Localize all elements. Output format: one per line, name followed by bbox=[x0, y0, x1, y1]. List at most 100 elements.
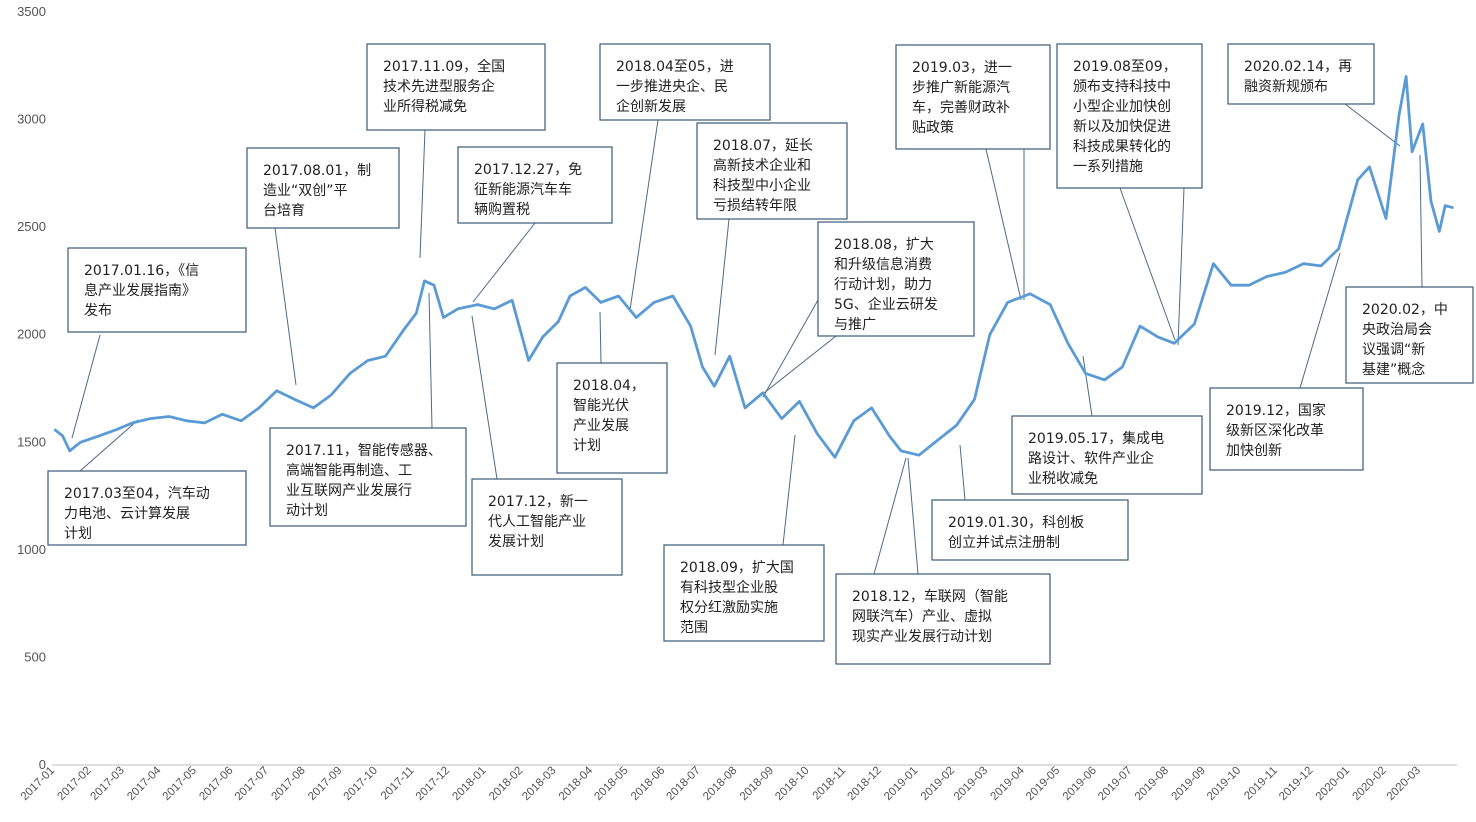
annotation-box bbox=[1209, 387, 1364, 471]
annotation-text: 议强调“新 bbox=[1362, 342, 1425, 358]
annotation-box bbox=[663, 544, 825, 642]
annotation-text: 2017.12.27，免 bbox=[474, 162, 582, 178]
annotation-text: 路设计、软件产业企 bbox=[1028, 450, 1154, 467]
annotation-text: 计划 bbox=[64, 526, 92, 542]
y-tick-label: 2000 bbox=[17, 327, 46, 342]
annotation-text: 网联汽车）产业、虚拟 bbox=[852, 608, 992, 625]
x-tick-label: 2018-03 bbox=[520, 765, 558, 803]
annotation-box bbox=[1056, 43, 1203, 189]
annotation-text: 台培育 bbox=[263, 203, 305, 219]
annotation-text: 范围 bbox=[680, 619, 708, 636]
annotation-text: 2017.11.09，全国 bbox=[383, 58, 505, 75]
annotation-leader-line bbox=[419, 129, 426, 259]
x-tick-label: 2017-07 bbox=[233, 765, 271, 803]
y-tick-label: 3500 bbox=[17, 4, 46, 19]
annotation-callout: 2019.08至09， 颁布支持科技中小型企业加快创新以及加快促进科技成果转化的一… bbox=[1056, 43, 1203, 189]
annotation-text: 2017.11，智能传感器、 bbox=[286, 442, 442, 459]
x-axis: 2017-012017-022017-032017-042017-052017-… bbox=[19, 764, 1457, 803]
data-series bbox=[53, 75, 1454, 459]
annotation-leader-line bbox=[1419, 154, 1423, 288]
annotation-box bbox=[67, 247, 247, 333]
y-tick-label: 500 bbox=[24, 649, 46, 664]
annotation-box bbox=[269, 427, 467, 527]
x-tick-label: 2020-01 bbox=[1314, 765, 1352, 803]
annotation-leader-line bbox=[71, 334, 101, 439]
annotation-text: 高端智能再制造、工 bbox=[286, 462, 412, 479]
annotation-text: 发展计划 bbox=[488, 534, 544, 550]
y-tick-label: 1000 bbox=[17, 542, 46, 557]
annotation-box bbox=[599, 43, 771, 121]
x-tick-label: 2018-07 bbox=[665, 765, 703, 803]
x-tick-label: 2017-09 bbox=[306, 765, 344, 803]
annotation-text: 央政治局会 bbox=[1362, 322, 1432, 338]
annotation-text: 颁布支持科技中 bbox=[1073, 79, 1171, 95]
x-tick-label: 2019-04 bbox=[989, 764, 1028, 803]
x-tick-label: 2019-12 bbox=[1277, 765, 1315, 803]
x-tick-label: 2019-09 bbox=[1170, 765, 1208, 803]
x-tick-label: 2018-01 bbox=[450, 765, 488, 803]
annotation-text: 级新区深化改革 bbox=[1226, 423, 1324, 439]
x-tick-label: 2018-02 bbox=[487, 765, 525, 803]
x-tick-label: 2017-11 bbox=[379, 765, 417, 803]
x-tick-label: 2019-11 bbox=[1242, 765, 1280, 803]
x-tick-label: 2019-10 bbox=[1205, 765, 1243, 803]
annotation-text: 步推广新能源汽 bbox=[912, 80, 1010, 96]
annotation-text: 一步推进央企、民 bbox=[616, 78, 728, 95]
x-tick-label: 2018-06 bbox=[629, 765, 667, 803]
annotation-text: 业互联网产业发展行 bbox=[286, 483, 412, 499]
x-tick-label: 2017-03 bbox=[89, 765, 127, 803]
x-tick-label: 2017-10 bbox=[342, 765, 380, 803]
annotation-box bbox=[556, 362, 668, 474]
series-line bbox=[53, 75, 1454, 459]
annotation-leader-line bbox=[1082, 355, 1093, 417]
x-tick-label: 2018-05 bbox=[592, 765, 630, 803]
annotation-leader-line bbox=[428, 292, 433, 429]
annotation-text: 2017.01.16，《信 bbox=[84, 263, 199, 279]
annotation-text: 力电池、云计算发展 bbox=[64, 506, 190, 522]
x-tick-label: 2017-08 bbox=[270, 765, 308, 803]
x-tick-label: 2017-02 bbox=[55, 765, 93, 803]
annotation-text: 业税收减免 bbox=[1028, 471, 1098, 487]
annotation-text: 融资新规颁布 bbox=[1244, 79, 1328, 95]
annotation-text: 2017.08.01，制 bbox=[263, 163, 371, 179]
annotation-text: 一系列措施 bbox=[1073, 159, 1143, 175]
y-axis: 0 500 1000 1500 2000 2500 3000 3500 bbox=[17, 4, 46, 772]
x-tick-label: 2019-06 bbox=[1061, 765, 1099, 803]
annotation-text: 车，完善财政补 bbox=[912, 99, 1010, 116]
annotation-leader-line bbox=[1119, 187, 1176, 341]
annotation-box bbox=[835, 573, 1051, 665]
annotation-text: 2017.12，新一 bbox=[488, 494, 588, 510]
annotation-leader-line bbox=[472, 222, 536, 303]
annotation-box bbox=[1345, 286, 1474, 384]
annotation-text: 高新技术企业和 bbox=[713, 157, 811, 174]
annotation-text: 2019.08至09， bbox=[1073, 59, 1177, 75]
annotation-text: 与推广 bbox=[834, 317, 876, 333]
annotation-text: 2018.08，扩大 bbox=[834, 237, 934, 253]
y-tick-label: 3000 bbox=[17, 112, 46, 127]
y-tick-label: 0 bbox=[39, 757, 46, 772]
annotation-box bbox=[471, 478, 623, 576]
x-tick-label: 2018-10 bbox=[773, 765, 811, 803]
annotation-box bbox=[1227, 43, 1375, 105]
annotation-text: 2020.02.14，再 bbox=[1244, 59, 1352, 75]
annotation-text: 代人工智能产业 bbox=[488, 514, 586, 530]
annotation-text: 2018.04至05，进 bbox=[616, 59, 734, 75]
annotation-text: 加快创新 bbox=[1226, 443, 1282, 459]
annotation-text: 2019.05.17，集成电 bbox=[1028, 430, 1164, 447]
x-tick-label: 2018-11 bbox=[811, 765, 849, 803]
annotation-text: 2017.03至04，汽车动 bbox=[64, 485, 210, 502]
x-tick-label: 2020-02 bbox=[1350, 765, 1388, 803]
annotation-text: 权分红激励实施 bbox=[680, 599, 778, 616]
